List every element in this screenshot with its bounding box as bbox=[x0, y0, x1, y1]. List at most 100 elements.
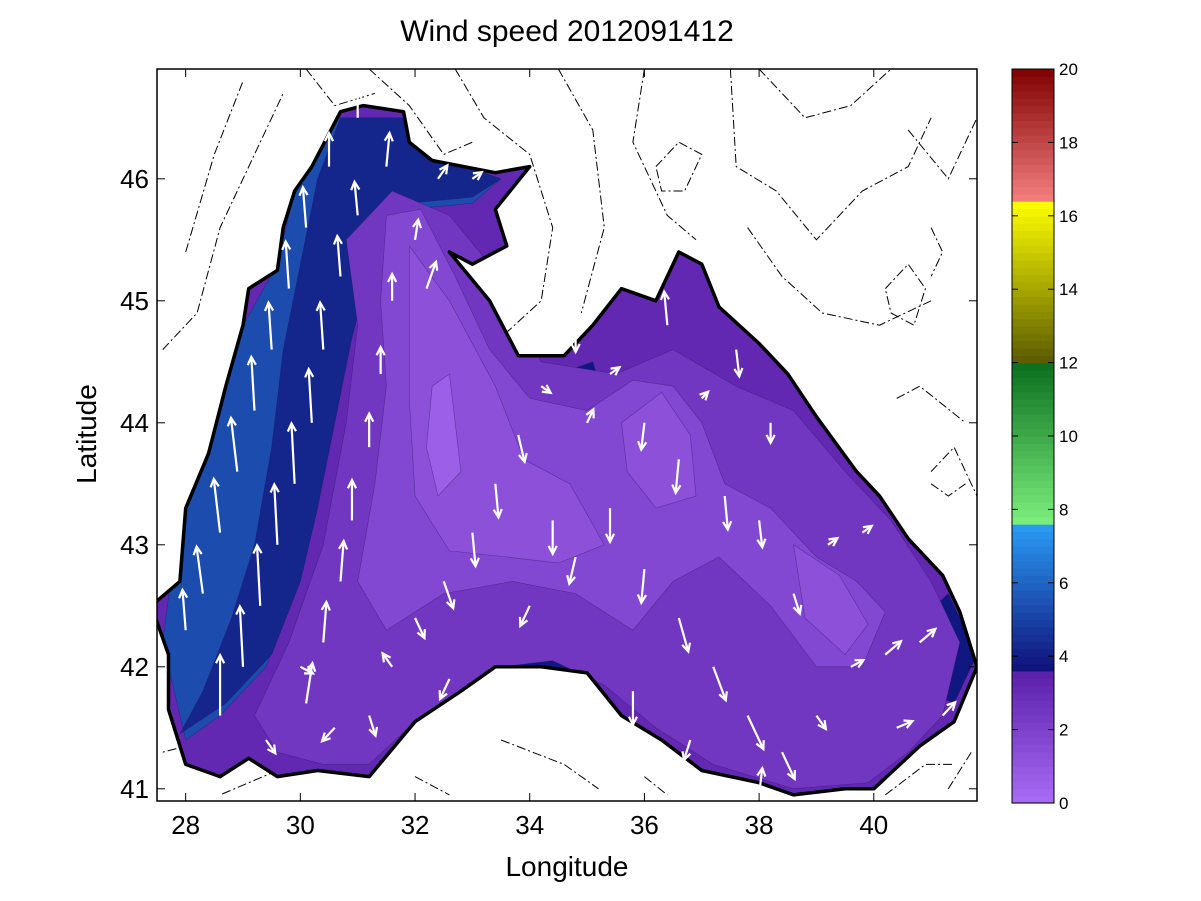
wind-vector-shaft bbox=[918, 628, 937, 644]
wind-vector-head bbox=[235, 603, 246, 616]
wind-vector-head bbox=[637, 440, 648, 452]
wind-vector-head bbox=[722, 520, 733, 532]
contour-line bbox=[219, 770, 278, 796]
contour-line bbox=[947, 751, 972, 790]
colorbar-band bbox=[1012, 509, 1054, 518]
wind-vector bbox=[941, 700, 957, 717]
colorbar-band bbox=[1012, 157, 1054, 166]
colorbar-band bbox=[1012, 780, 1054, 789]
wind-vector-shaft bbox=[413, 219, 420, 240]
colorbar-band bbox=[1012, 670, 1054, 679]
colorbar-band bbox=[1012, 186, 1054, 195]
wind-vector bbox=[226, 415, 239, 472]
wind-vector-head bbox=[733, 367, 744, 379]
wind-vector bbox=[338, 538, 349, 582]
wind-vector bbox=[315, 300, 326, 350]
contour-line bbox=[632, 69, 697, 241]
x-tick-label: 40 bbox=[859, 810, 888, 840]
colorbar-band bbox=[1012, 480, 1054, 488]
wind-vector bbox=[712, 666, 728, 703]
wind-vector bbox=[604, 508, 616, 545]
colorbar-band bbox=[1012, 773, 1054, 782]
y-tick-label: 42 bbox=[120, 652, 149, 682]
wind-vector bbox=[332, 233, 343, 277]
wind-vector-shaft bbox=[265, 739, 277, 755]
colorbar-band bbox=[1012, 568, 1054, 577]
wind-vector bbox=[323, 130, 335, 167]
colorbar-band bbox=[1012, 788, 1054, 797]
wind-vector-head bbox=[903, 719, 915, 729]
wind-vector-head bbox=[718, 691, 728, 703]
colorbar-band bbox=[1012, 443, 1054, 452]
wind-vector-head bbox=[681, 751, 692, 763]
speed-region bbox=[408, 244, 605, 564]
wind-vector bbox=[178, 587, 189, 631]
colorbar-band bbox=[1012, 436, 1054, 444]
wind-vector bbox=[414, 617, 426, 641]
colorbar-band bbox=[1012, 347, 1054, 356]
wind-vector-head bbox=[320, 732, 331, 743]
wind-vector-head bbox=[338, 538, 349, 550]
contour-line bbox=[162, 93, 284, 350]
colorbar-band bbox=[1012, 215, 1054, 224]
colorbar-band bbox=[1012, 369, 1054, 378]
coastline-layer bbox=[157, 103, 977, 797]
colorbar-band bbox=[1012, 758, 1054, 767]
colorbar-band bbox=[1012, 201, 1054, 210]
wind-vector bbox=[246, 354, 257, 411]
wind-vector-shaft bbox=[284, 241, 290, 289]
wind-vector-shaft bbox=[640, 569, 646, 603]
wind-vector-head bbox=[627, 716, 638, 728]
wind-vector bbox=[517, 434, 528, 465]
wind-vector bbox=[381, 651, 394, 668]
contour-line bbox=[500, 739, 599, 790]
wind-vector bbox=[269, 481, 280, 545]
wind-vector-head bbox=[269, 481, 280, 494]
colorbar-tick-label: 20 bbox=[1059, 60, 1078, 79]
colorbar-band bbox=[1012, 296, 1054, 305]
wind-vector-head bbox=[854, 658, 866, 669]
wind-vector-head bbox=[817, 719, 828, 731]
colorbar-band bbox=[1012, 223, 1054, 232]
y-tick-label: 45 bbox=[120, 286, 149, 316]
wind-vector-shaft bbox=[758, 520, 764, 548]
colorbar-band bbox=[1012, 69, 1054, 77]
contour-line bbox=[655, 141, 703, 192]
wind-vector bbox=[425, 259, 439, 289]
colorbar-band bbox=[1012, 766, 1054, 775]
colorbar-band bbox=[1012, 707, 1054, 716]
wind-vector bbox=[918, 627, 938, 644]
colorbar-ticks: 0 2 4 6 8 10 12 14 16 18 20 bbox=[1012, 60, 1078, 813]
wind-vector-shaft bbox=[896, 720, 913, 729]
wind-vector-shaft bbox=[519, 605, 531, 627]
wind-vector-shaft bbox=[884, 640, 902, 656]
x-tick-label: 34 bbox=[515, 810, 544, 840]
colorbar-band bbox=[1012, 531, 1054, 540]
contour-line bbox=[896, 385, 966, 424]
chart-title: Wind speed 2012091412 bbox=[400, 15, 734, 48]
colorbar-band bbox=[1012, 692, 1054, 701]
coastline bbox=[157, 103, 977, 797]
colorbar-tick-label: 12 bbox=[1059, 354, 1078, 373]
wind-vector-head bbox=[192, 544, 203, 556]
colorbar-band bbox=[1012, 597, 1054, 606]
wind-vector-head bbox=[862, 524, 874, 535]
colorbar-tick-label: 0 bbox=[1059, 794, 1068, 813]
wind-vector bbox=[850, 658, 866, 669]
wind-vector bbox=[765, 422, 776, 446]
wind-vector bbox=[265, 739, 277, 756]
wind-vector-head bbox=[315, 300, 326, 312]
wind-vector-shaft bbox=[425, 261, 438, 289]
wind-vector bbox=[746, 715, 765, 752]
wind-vector bbox=[492, 483, 503, 520]
colorbar-band bbox=[1012, 582, 1054, 591]
wind-vector-head bbox=[364, 411, 375, 423]
colorbar-band bbox=[1012, 538, 1054, 547]
wind-vector-head bbox=[416, 629, 426, 641]
x-tick-label: 38 bbox=[745, 810, 774, 840]
colorbar-band bbox=[1012, 612, 1054, 621]
wind-vector bbox=[637, 422, 648, 452]
wind-vector bbox=[677, 617, 692, 654]
colorbar-band bbox=[1012, 619, 1054, 628]
wind-vector bbox=[209, 476, 222, 533]
